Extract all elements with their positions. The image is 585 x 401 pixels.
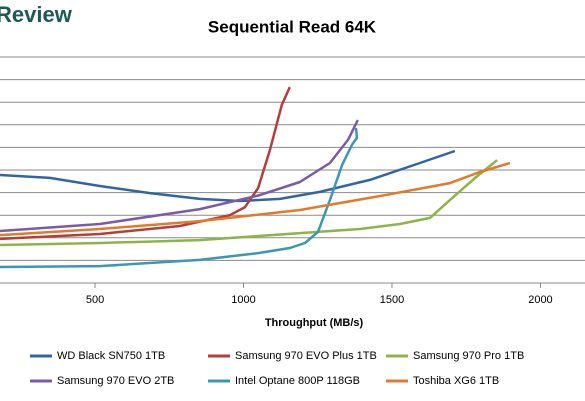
legend-label: Intel Optane 800P 118GB [235,375,360,387]
x-tick-label: 500 [86,294,104,306]
series-line [0,127,359,269]
x-axis-title: Throughput (MB/s) [265,317,364,329]
x-tick-label: 1500 [380,294,404,306]
chart-title: Sequential Read 64K [208,17,377,36]
x-tick-label: 2000 [528,294,552,306]
series-line [0,86,291,241]
legend-label: Samsung 970 EVO Plus 1TB [235,350,377,362]
legend-label: Samsung 970 Pro 1TB [413,350,524,362]
x-tick-label: 1000 [231,294,255,306]
series-line [0,149,456,203]
legend-label: WD Black SN750 1TB [57,350,165,362]
legend-label: Samsung 970 EVO 2TB [57,375,174,387]
series-line [0,119,359,233]
series-line [0,159,498,247]
series-line [0,161,511,237]
brand-logo: Review [0,2,73,27]
legend-label: Toshiba XG6 1TB [413,375,499,387]
